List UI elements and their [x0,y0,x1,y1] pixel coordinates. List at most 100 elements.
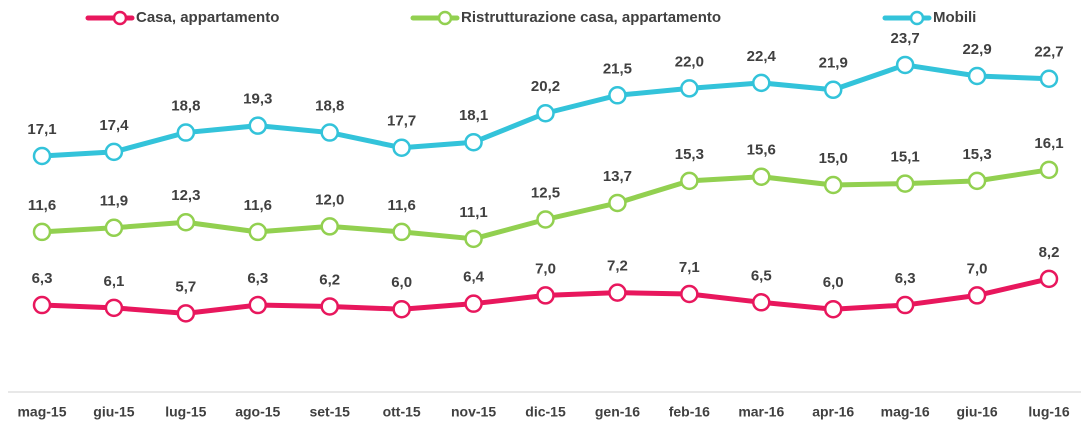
data-label: 7,0 [967,260,988,277]
data-label: 6,0 [823,274,844,291]
x-tick-label: gen-16 [595,404,640,420]
point-marker [536,286,555,305]
data-label: 19,3 [243,91,272,108]
point-marker [320,297,339,316]
point-marker [320,123,339,142]
x-tick-label: giu-15 [93,404,134,420]
point-marker [967,171,987,191]
point-marker [176,213,196,232]
data-label: 11,6 [387,197,415,214]
data-label: 12,5 [531,184,560,201]
legend-marker [909,10,925,26]
point-marker [392,299,411,319]
point-marker [248,222,268,242]
x-tick-label: mag-15 [17,404,66,420]
point-marker [608,193,627,213]
data-label: 18,8 [315,98,344,115]
legend-label: Casa, appartamento [136,9,279,26]
data-label: 7,0 [535,260,556,277]
point-marker [104,298,124,318]
point-marker [1039,269,1059,289]
data-label: 21,9 [819,55,848,72]
point-marker [248,116,268,135]
data-label: 5,7 [175,278,196,295]
point-marker [32,146,52,166]
data-label: 12,0 [315,191,344,208]
point-marker [1039,69,1059,88]
data-label: 22,7 [1034,44,1063,61]
point-marker [823,175,843,195]
point-marker [967,66,987,86]
point-marker [32,295,52,315]
data-label: 13,7 [603,168,632,185]
point-marker [176,304,196,323]
point-marker [823,299,843,319]
data-label: 11,6 [28,197,56,214]
point-marker [320,217,339,236]
point-marker [752,293,771,312]
point-marker [680,171,699,191]
x-tick-label: apr-16 [812,404,854,420]
data-label: 6,1 [103,273,124,290]
point-marker [536,210,555,229]
point-marker [248,295,268,315]
data-label: 7,2 [607,258,628,275]
data-label: 7,1 [679,259,700,276]
point-marker [536,103,555,123]
point-marker [895,174,915,193]
point-marker [967,286,987,305]
data-label: 15,3 [675,146,704,163]
point-marker [608,86,627,105]
x-tick-label: ago-15 [235,404,280,420]
point-marker [392,138,411,157]
x-tick-label: ott-15 [383,404,421,420]
data-label: 6,3 [895,270,916,287]
point-marker [464,132,483,152]
data-label: 18,1 [459,107,488,124]
data-label: 15,0 [819,150,848,167]
x-tick-label: feb-16 [669,404,710,420]
point-marker [104,142,124,162]
data-label: 15,6 [747,142,776,159]
x-tick-label: set-15 [309,404,350,420]
data-label: 6,5 [751,267,772,284]
legend-marker [437,10,453,26]
x-tick-label: dic-15 [525,404,566,420]
point-marker [464,229,483,249]
data-label: 15,1 [891,149,920,166]
data-label: 15,3 [962,146,991,163]
point-marker [823,80,843,100]
data-label: 6,3 [247,270,268,287]
data-label: 6,0 [391,274,412,291]
x-tick-label: nov-15 [451,404,496,420]
data-label: 17,1 [27,121,56,138]
point-marker [104,218,124,238]
x-tick-label: lug-15 [165,404,206,420]
x-tick-label: mag-16 [881,404,930,420]
data-label: 11,6 [244,197,272,214]
point-marker [1039,160,1059,180]
legend-label: Mobili [933,9,976,26]
x-tick-label: giu-16 [956,404,997,420]
point-marker [32,222,52,242]
point-marker [895,295,915,315]
x-tick-label: mar-16 [738,404,784,420]
point-marker [392,222,411,242]
data-label: 8,2 [1039,244,1060,261]
point-marker [895,55,915,75]
data-label: 23,7 [891,30,920,47]
data-label: 18,8 [171,98,200,115]
data-label: 17,7 [387,113,416,130]
data-label: 11,9 [100,193,128,210]
x-tick-label: lug-16 [1028,404,1069,420]
legend-label: Ristrutturazione casa, appartamento [461,9,721,26]
data-label: 22,0 [675,53,704,70]
point-marker [464,294,483,313]
point-marker [752,73,771,93]
point-marker [176,123,196,142]
data-label: 22,9 [962,41,991,58]
data-label: 6,2 [319,271,340,288]
point-marker [752,167,771,186]
data-label: 12,3 [171,187,200,204]
